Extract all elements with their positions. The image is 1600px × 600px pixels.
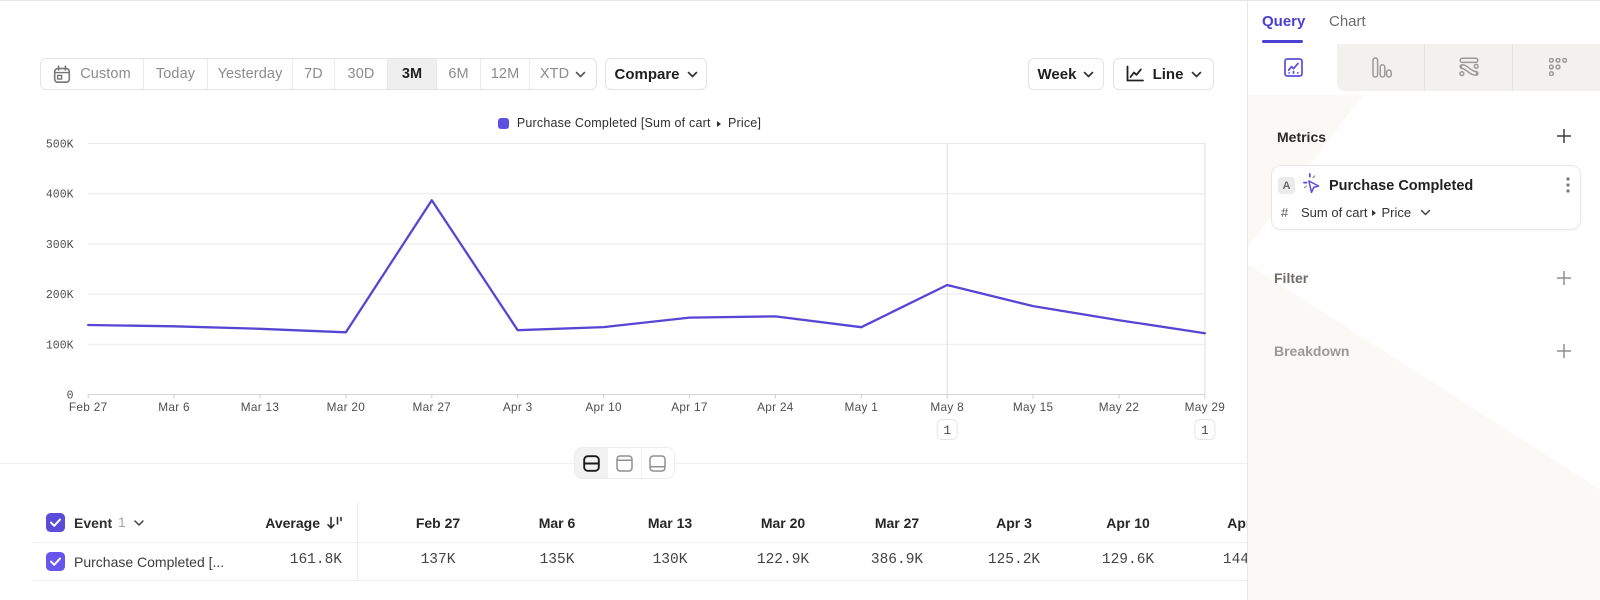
svg-text:Apr 10: Apr 10 (585, 400, 622, 414)
svg-text:May 22: May 22 (1099, 400, 1140, 414)
svg-text:400K: 400K (46, 189, 74, 202)
svg-text:1: 1 (943, 424, 951, 438)
svg-text:1: 1 (1201, 424, 1209, 438)
svg-text:300K: 300K (46, 239, 74, 252)
svg-text:Mar 27: Mar 27 (413, 400, 452, 414)
svg-text:Apr 3: Apr 3 (503, 400, 533, 414)
svg-text:Mar 20: Mar 20 (327, 400, 366, 414)
svg-text:0: 0 (67, 390, 74, 403)
svg-text:Mar 6: Mar 6 (158, 400, 190, 414)
svg-text:Apr 24: Apr 24 (757, 400, 794, 414)
svg-text:Feb 27: Feb 27 (69, 400, 108, 414)
svg-text:May 15: May 15 (1013, 400, 1054, 414)
svg-text:Apr 17: Apr 17 (671, 400, 708, 414)
svg-text:May 8: May 8 (930, 400, 964, 414)
svg-text:Mar 13: Mar 13 (241, 400, 280, 414)
svg-text:May 29: May 29 (1185, 400, 1226, 414)
svg-text:200K: 200K (46, 289, 74, 302)
svg-text:May 1: May 1 (844, 400, 878, 414)
svg-text:100K: 100K (46, 339, 74, 352)
svg-text:500K: 500K (46, 139, 74, 152)
